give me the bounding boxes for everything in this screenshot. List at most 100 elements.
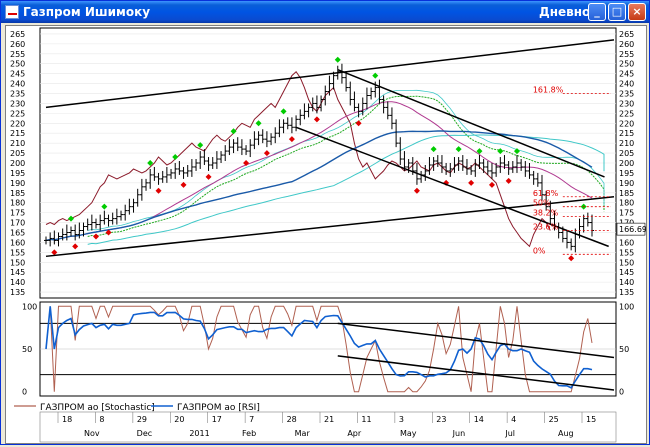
- price-bar: [477, 155, 482, 169]
- price-bar: [394, 119, 399, 148]
- stochastic-line: [45, 305, 593, 393]
- price-bar: [327, 75, 332, 96]
- price-tick-right: 210: [619, 139, 634, 148]
- price-bar: [81, 222, 86, 237]
- price-bar: [160, 170, 165, 183]
- time-day-label: 4: [511, 415, 516, 424]
- price-bar: [427, 157, 432, 175]
- time-month-label: Jun: [452, 429, 466, 438]
- fractal-up: [497, 148, 504, 155]
- price-bar: [385, 101, 390, 120]
- price-bar: [544, 190, 549, 211]
- close-button[interactable]: ×: [628, 3, 646, 21]
- timeframe-label: Дневной: [539, 5, 599, 19]
- price-bar: [52, 230, 57, 245]
- price-bar: [294, 115, 299, 132]
- time-day-label: 14: [474, 415, 484, 424]
- price-bar: [48, 232, 53, 247]
- price-tick-right: 225: [619, 109, 634, 118]
- time-day-label: 23: [436, 415, 446, 424]
- fractal-up: [172, 154, 179, 161]
- price-bar: [77, 222, 82, 239]
- price-bar: [144, 178, 149, 191]
- fractal-up: [280, 108, 287, 115]
- price-tick-left: 260: [10, 40, 25, 49]
- time-month-label: Mar: [295, 429, 311, 438]
- price-bar: [348, 81, 353, 106]
- price-tick-left: 240: [10, 80, 25, 89]
- price-bar: [473, 159, 478, 177]
- osc-trendline: [337, 355, 615, 391]
- time-month-label: Jul: [504, 429, 515, 438]
- price-bar: [152, 166, 157, 181]
- price-bar: [444, 163, 449, 175]
- price-tick-left: 235: [10, 90, 25, 99]
- price-bar: [469, 164, 474, 175]
- price-tick-left: 170: [10, 219, 25, 228]
- time-day-label: 20: [174, 415, 184, 424]
- price-tick-left: 210: [10, 139, 25, 148]
- title-bar[interactable]: Газпром Ишимоку Дневной _ □ ×: [1, 1, 649, 23]
- price-tick-right: 255: [619, 50, 634, 59]
- time-day-label: 18: [62, 415, 72, 424]
- lagging-span: [45, 70, 551, 248]
- price-bar: [435, 155, 440, 167]
- price-tick-left: 190: [10, 179, 25, 188]
- cloud-span-b: [87, 134, 605, 245]
- price-bar: [189, 159, 194, 177]
- price-bar: [239, 139, 244, 156]
- price-tick-left: 135: [10, 288, 25, 297]
- maximize-button[interactable]: □: [608, 3, 626, 21]
- price-bar: [481, 159, 486, 173]
- price-tick-left: 250: [10, 60, 25, 69]
- fib-level-label: 0%: [533, 246, 546, 255]
- app-icon: [5, 5, 19, 19]
- fractal-down: [568, 255, 575, 262]
- price-tick-left: 155: [10, 248, 25, 257]
- price-bar: [314, 95, 319, 114]
- price-bar: [219, 151, 224, 163]
- legend-rsi-label: ГАЗПРОМ ао [RSI]: [177, 403, 260, 413]
- price-bar: [344, 73, 349, 92]
- price-bar: [223, 145, 228, 162]
- price-bar: [527, 163, 532, 179]
- price-bar: [289, 117, 294, 134]
- fractal-down: [505, 177, 512, 184]
- price-bar: [360, 97, 365, 116]
- price-tick-right: 205: [619, 149, 634, 158]
- price-bar: [352, 91, 357, 112]
- fractal-down: [105, 229, 112, 236]
- price-bar: [514, 155, 519, 173]
- price-bar: [169, 168, 174, 179]
- price-tick-right: 200: [619, 159, 634, 168]
- price-tick-right: 190: [619, 179, 634, 188]
- price-bar: [310, 97, 315, 112]
- price-bar: [281, 119, 286, 134]
- price-bar: [64, 224, 69, 241]
- price-bar: [123, 204, 128, 221]
- price-bar: [423, 164, 428, 181]
- price-bar: [323, 85, 328, 106]
- minimize-button[interactable]: _: [588, 3, 606, 21]
- time-day-label: 8: [99, 415, 104, 424]
- last-price-tag: [616, 222, 646, 236]
- price-bar: [252, 131, 257, 150]
- price-tick-right: 245: [619, 70, 634, 79]
- price-tick-left: 140: [10, 278, 25, 287]
- price-bar: [194, 159, 199, 171]
- price-bar: [506, 161, 511, 175]
- price-bar: [269, 133, 274, 146]
- fractal-down: [72, 243, 79, 250]
- price-tick-left: 245: [10, 70, 25, 79]
- price-bar: [498, 157, 503, 173]
- price-bar: [581, 214, 586, 233]
- price-bar: [127, 198, 132, 215]
- fractal-up: [372, 72, 379, 79]
- fractal-up: [255, 120, 262, 127]
- osc-tick-left: 100: [22, 302, 37, 311]
- fractal-down: [243, 160, 250, 166]
- price-bar: [369, 87, 374, 100]
- window-title: Газпром Ишимоку: [23, 5, 151, 19]
